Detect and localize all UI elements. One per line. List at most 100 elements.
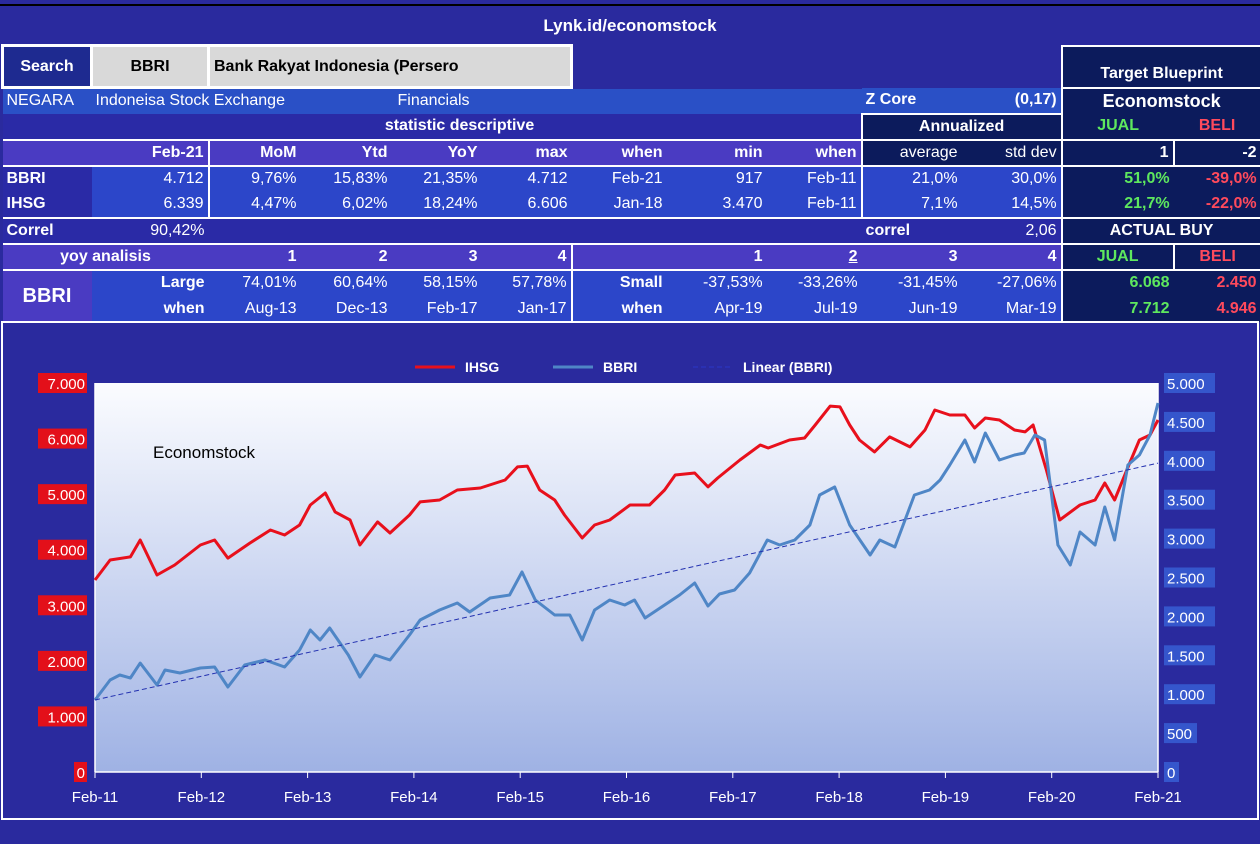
annualized-header: Annualized — [860, 112, 1062, 140]
section-statistic-descriptive: statistic descriptive — [2, 113, 862, 140]
cell: 74,01% — [208, 269, 301, 296]
cell: 6.339 — [91, 191, 209, 218]
right-tick-bg — [1164, 528, 1215, 549]
actual-beli: BELI — [1172, 243, 1260, 270]
left-tick-label: 6.000 — [47, 432, 85, 449]
actual-beli-1: 2.450 — [1173, 269, 1260, 296]
page-title: Lynk.id/economstock — [0, 4, 1260, 44]
x-tick-label: Feb-21 — [1134, 789, 1182, 806]
col-header: Ytd — [300, 139, 392, 166]
col-header: Feb-21 — [91, 139, 209, 166]
when-label: when — [91, 295, 209, 322]
rank-header: 3 — [391, 243, 482, 270]
cell: Feb-17 — [391, 295, 482, 322]
cell: 30,0% — [961, 165, 1062, 192]
cell: 7,1% — [860, 191, 962, 218]
yoy-title: yoy analisis — [2, 243, 209, 270]
left-tick-bg — [38, 373, 87, 393]
ticker-input[interactable]: BBRI — [90, 44, 210, 89]
rank-header: 1 — [666, 243, 767, 270]
cell: Feb-11 — [766, 191, 862, 218]
cell: Mar-19 — [961, 295, 1062, 322]
col-header: YoY — [391, 139, 482, 166]
col-header: when — [766, 139, 862, 166]
cell: Jan-17 — [481, 295, 572, 322]
cell: 6.606 — [481, 191, 572, 218]
cell: Apr-19 — [666, 295, 767, 322]
col-header: min — [666, 139, 767, 166]
rank-header: 2 — [300, 243, 392, 270]
series-line-ihsg — [93, 404, 1160, 581]
cell: 9,76% — [207, 165, 301, 192]
right-tick-bg — [1164, 723, 1197, 744]
exchange-name: Indoneisa Stock Exchange — [91, 87, 392, 114]
bbri-jual-target: 51,0% — [1060, 165, 1174, 192]
blueprint-beli: BELI — [1173, 113, 1260, 140]
rank-header: 2 — [766, 243, 862, 270]
large-label: Large — [91, 269, 209, 296]
stock-summary-table: Search BBRI Bank Rakyat Indonesia (Perse… — [1, 44, 1260, 322]
col-header: MoM — [207, 139, 301, 166]
rank-header: 1 — [208, 243, 301, 270]
cell: 4.712 — [91, 165, 209, 192]
cell: 57,78% — [481, 269, 572, 296]
series-line-bbri — [93, 402, 1160, 701]
x-tick-label: Feb-12 — [178, 789, 226, 806]
col-header: when — [571, 139, 667, 166]
company-name: Bank Rakyat Indonesia (Persero — [206, 44, 574, 89]
left-tick-label: 7.000 — [47, 376, 85, 393]
ihsg-jual-target: 21,7% — [1060, 191, 1174, 218]
price-chart: Economstock 0 1.000 2.000 3.000 4.000 5.000 6.0… — [1, 321, 1259, 820]
x-tick-label: Feb-13 — [284, 789, 332, 806]
sector-name: Financials — [391, 87, 862, 114]
left-tick-label: 5.000 — [47, 487, 85, 504]
actual-beli-2: 4.946 — [1173, 295, 1260, 322]
cell: 60,64% — [300, 269, 392, 296]
cell: 4,47% — [207, 191, 301, 218]
right-tick-bg — [1164, 606, 1215, 627]
left-tick-label: 2.000 — [47, 654, 85, 671]
col-header: std dev — [961, 139, 1062, 166]
right-tick-label: 4.000 — [1167, 454, 1205, 471]
row-label: BBRI — [2, 165, 92, 192]
chart-annotation: Economstock — [153, 443, 256, 462]
cell: Feb-21 — [571, 165, 667, 192]
series-line-linear-bbri- — [94, 462, 1159, 701]
right-tick-bg — [1164, 684, 1215, 705]
blueprint-brand: Economstock — [1060, 86, 1260, 114]
plot-area — [95, 383, 1158, 772]
cell: 21,35% — [391, 165, 482, 192]
blueprint-beli-n: -2 — [1172, 139, 1260, 166]
cell: Jul-19 — [766, 295, 862, 322]
cell: 4.712 — [481, 165, 572, 192]
search-button[interactable]: Search — [1, 44, 93, 89]
bbri-beli-target: -39,0% — [1173, 165, 1260, 192]
left-tick-bg — [38, 539, 87, 560]
right-tick-bg — [1164, 645, 1215, 666]
right-tick-label: 1.500 — [1167, 648, 1205, 665]
x-tick-label: Feb-18 — [815, 789, 863, 806]
correl-value: 90,42% — [91, 217, 209, 244]
right-tick-label: 2.500 — [1167, 571, 1205, 588]
cell: 6,02% — [300, 191, 392, 218]
x-tick-label: Feb-14 — [390, 789, 438, 806]
chart-svg: Economstock 0 1.000 2.000 3.000 4.000 5.000 6.0… — [38, 359, 1215, 806]
correl-label: Correl — [2, 217, 92, 244]
ihsg-beli-target: -22,0% — [1173, 191, 1260, 218]
cell: 917 — [666, 165, 767, 192]
blueprint-jual: JUAL — [1060, 113, 1174, 140]
cell: 21,0% — [860, 165, 962, 192]
right-tick-label: 5.000 — [1167, 376, 1205, 393]
rank-header: 4 — [961, 243, 1062, 270]
country-label: NEGARA — [2, 87, 92, 114]
blueprint-jual-n: 1 — [1060, 139, 1174, 166]
right-tick-bg — [1164, 567, 1215, 588]
cell: Jun-19 — [861, 295, 962, 322]
left-tick-bg — [38, 706, 87, 727]
when-label: when — [570, 295, 667, 322]
rank-header: 4 — [481, 243, 572, 270]
right-tick-bg — [1164, 450, 1215, 471]
cell: 18,24% — [391, 191, 482, 218]
left-tick-bg — [74, 762, 87, 782]
cell: -37,53% — [666, 269, 767, 296]
